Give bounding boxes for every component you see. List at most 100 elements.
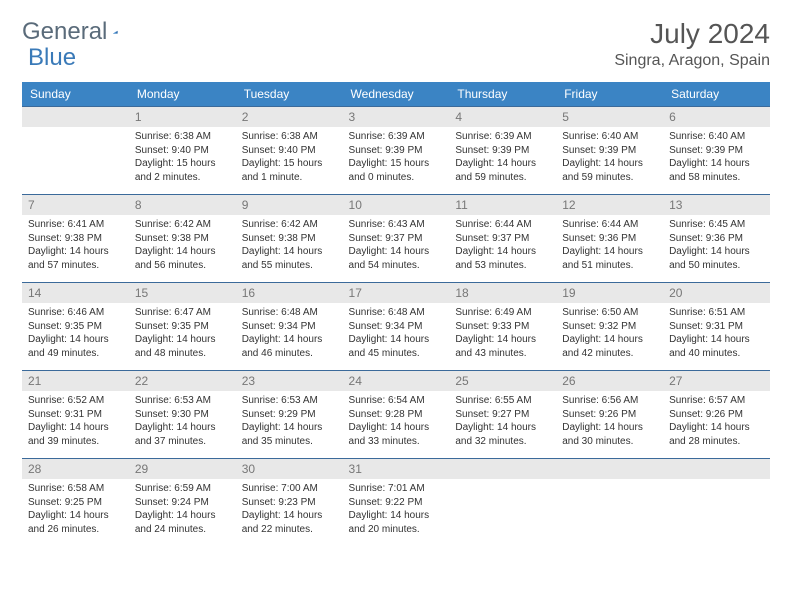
calendar-week-row: 28Sunrise: 6:58 AMSunset: 9:25 PMDayligh… (22, 459, 770, 547)
day-body: Sunrise: 6:44 AMSunset: 9:37 PMDaylight:… (449, 215, 556, 282)
weekday-header: Sunday (22, 82, 129, 107)
calendar-cell: 10Sunrise: 6:43 AMSunset: 9:37 PMDayligh… (343, 195, 450, 283)
calendar-cell: 31Sunrise: 7:01 AMSunset: 9:22 PMDayligh… (343, 459, 450, 547)
calendar-body: 1Sunrise: 6:38 AMSunset: 9:40 PMDaylight… (22, 107, 770, 547)
calendar-cell: 21Sunrise: 6:52 AMSunset: 9:31 PMDayligh… (22, 371, 129, 459)
calendar-cell: 6Sunrise: 6:40 AMSunset: 9:39 PMDaylight… (663, 107, 770, 195)
weekday-header: Saturday (663, 82, 770, 107)
day-body: Sunrise: 7:01 AMSunset: 9:22 PMDaylight:… (343, 479, 450, 546)
calendar-cell: 7Sunrise: 6:41 AMSunset: 9:38 PMDaylight… (22, 195, 129, 283)
month-title: July 2024 (614, 18, 770, 50)
logo-triangle-icon (113, 23, 118, 41)
day-number: 8 (129, 195, 236, 215)
calendar-cell: 3Sunrise: 6:39 AMSunset: 9:39 PMDaylight… (343, 107, 450, 195)
day-body: Sunrise: 6:59 AMSunset: 9:24 PMDaylight:… (129, 479, 236, 546)
day-number: 19 (556, 283, 663, 303)
calendar-cell: 18Sunrise: 6:49 AMSunset: 9:33 PMDayligh… (449, 283, 556, 371)
day-body: Sunrise: 6:40 AMSunset: 9:39 PMDaylight:… (663, 127, 770, 194)
calendar-cell: 15Sunrise: 6:47 AMSunset: 9:35 PMDayligh… (129, 283, 236, 371)
day-number: 6 (663, 107, 770, 127)
day-body: Sunrise: 6:47 AMSunset: 9:35 PMDaylight:… (129, 303, 236, 370)
day-number: 31 (343, 459, 450, 479)
calendar-week-row: 14Sunrise: 6:46 AMSunset: 9:35 PMDayligh… (22, 283, 770, 371)
day-body: Sunrise: 6:43 AMSunset: 9:37 PMDaylight:… (343, 215, 450, 282)
logo: General (22, 18, 141, 46)
day-body: Sunrise: 6:55 AMSunset: 9:27 PMDaylight:… (449, 391, 556, 458)
title-block: July 2024 Singra, Aragon, Spain (614, 18, 770, 70)
day-body: Sunrise: 6:45 AMSunset: 9:36 PMDaylight:… (663, 215, 770, 282)
day-number (22, 107, 129, 127)
day-body: Sunrise: 6:57 AMSunset: 9:26 PMDaylight:… (663, 391, 770, 458)
day-body: Sunrise: 6:41 AMSunset: 9:38 PMDaylight:… (22, 215, 129, 282)
day-number: 25 (449, 371, 556, 391)
day-body (556, 479, 663, 492)
calendar-cell: 11Sunrise: 6:44 AMSunset: 9:37 PMDayligh… (449, 195, 556, 283)
day-body: Sunrise: 6:42 AMSunset: 9:38 PMDaylight:… (236, 215, 343, 282)
day-body: Sunrise: 6:39 AMSunset: 9:39 PMDaylight:… (449, 127, 556, 194)
calendar-cell: 16Sunrise: 6:48 AMSunset: 9:34 PMDayligh… (236, 283, 343, 371)
calendar-cell: 27Sunrise: 6:57 AMSunset: 9:26 PMDayligh… (663, 371, 770, 459)
day-number: 21 (22, 371, 129, 391)
day-number (556, 459, 663, 479)
calendar-cell: 1Sunrise: 6:38 AMSunset: 9:40 PMDaylight… (129, 107, 236, 195)
header: General July 2024 Singra, Aragon, Spain (22, 18, 770, 70)
day-body: Sunrise: 6:48 AMSunset: 9:34 PMDaylight:… (236, 303, 343, 370)
day-number: 24 (343, 371, 450, 391)
day-number: 29 (129, 459, 236, 479)
day-number: 22 (129, 371, 236, 391)
day-number: 20 (663, 283, 770, 303)
calendar-week-row: 7Sunrise: 6:41 AMSunset: 9:38 PMDaylight… (22, 195, 770, 283)
day-number: 2 (236, 107, 343, 127)
day-number: 12 (556, 195, 663, 215)
calendar-cell: 26Sunrise: 6:56 AMSunset: 9:26 PMDayligh… (556, 371, 663, 459)
calendar-cell: 28Sunrise: 6:58 AMSunset: 9:25 PMDayligh… (22, 459, 129, 547)
weekday-header: Thursday (449, 82, 556, 107)
calendar-cell: 29Sunrise: 6:59 AMSunset: 9:24 PMDayligh… (129, 459, 236, 547)
calendar-head: SundayMondayTuesdayWednesdayThursdayFrid… (22, 82, 770, 107)
day-number (449, 459, 556, 479)
day-body: Sunrise: 6:40 AMSunset: 9:39 PMDaylight:… (556, 127, 663, 194)
weekday-header: Wednesday (343, 82, 450, 107)
day-number: 3 (343, 107, 450, 127)
day-number: 27 (663, 371, 770, 391)
day-number: 15 (129, 283, 236, 303)
day-body: Sunrise: 6:51 AMSunset: 9:31 PMDaylight:… (663, 303, 770, 370)
calendar-cell: 12Sunrise: 6:44 AMSunset: 9:36 PMDayligh… (556, 195, 663, 283)
calendar-cell: 20Sunrise: 6:51 AMSunset: 9:31 PMDayligh… (663, 283, 770, 371)
calendar-cell: 8Sunrise: 6:42 AMSunset: 9:38 PMDaylight… (129, 195, 236, 283)
day-body: Sunrise: 6:49 AMSunset: 9:33 PMDaylight:… (449, 303, 556, 370)
day-number: 4 (449, 107, 556, 127)
day-body: Sunrise: 6:54 AMSunset: 9:28 PMDaylight:… (343, 391, 450, 458)
day-body (663, 479, 770, 492)
day-body: Sunrise: 6:46 AMSunset: 9:35 PMDaylight:… (22, 303, 129, 370)
calendar-cell: 9Sunrise: 6:42 AMSunset: 9:38 PMDaylight… (236, 195, 343, 283)
calendar-cell (663, 459, 770, 547)
weekday-header: Friday (556, 82, 663, 107)
day-number: 11 (449, 195, 556, 215)
day-number: 17 (343, 283, 450, 303)
day-number: 30 (236, 459, 343, 479)
calendar-cell: 19Sunrise: 6:50 AMSunset: 9:32 PMDayligh… (556, 283, 663, 371)
day-body: Sunrise: 6:38 AMSunset: 9:40 PMDaylight:… (129, 127, 236, 194)
day-body: Sunrise: 6:44 AMSunset: 9:36 PMDaylight:… (556, 215, 663, 282)
calendar-cell: 30Sunrise: 7:00 AMSunset: 9:23 PMDayligh… (236, 459, 343, 547)
day-number (663, 459, 770, 479)
day-body: Sunrise: 6:52 AMSunset: 9:31 PMDaylight:… (22, 391, 129, 458)
day-body: Sunrise: 6:53 AMSunset: 9:29 PMDaylight:… (236, 391, 343, 458)
calendar-table: SundayMondayTuesdayWednesdayThursdayFrid… (22, 82, 770, 546)
calendar-cell: 25Sunrise: 6:55 AMSunset: 9:27 PMDayligh… (449, 371, 556, 459)
day-number: 10 (343, 195, 450, 215)
day-body: Sunrise: 6:38 AMSunset: 9:40 PMDaylight:… (236, 127, 343, 194)
day-body: Sunrise: 7:00 AMSunset: 9:23 PMDaylight:… (236, 479, 343, 546)
calendar-cell (556, 459, 663, 547)
weekday-header: Tuesday (236, 82, 343, 107)
weekday-header: Monday (129, 82, 236, 107)
calendar-cell: 13Sunrise: 6:45 AMSunset: 9:36 PMDayligh… (663, 195, 770, 283)
day-body: Sunrise: 6:48 AMSunset: 9:34 PMDaylight:… (343, 303, 450, 370)
day-body: Sunrise: 6:53 AMSunset: 9:30 PMDaylight:… (129, 391, 236, 458)
calendar-cell: 5Sunrise: 6:40 AMSunset: 9:39 PMDaylight… (556, 107, 663, 195)
calendar-cell: 14Sunrise: 6:46 AMSunset: 9:35 PMDayligh… (22, 283, 129, 371)
day-number: 5 (556, 107, 663, 127)
day-number: 14 (22, 283, 129, 303)
logo-text-general: General (22, 18, 107, 46)
